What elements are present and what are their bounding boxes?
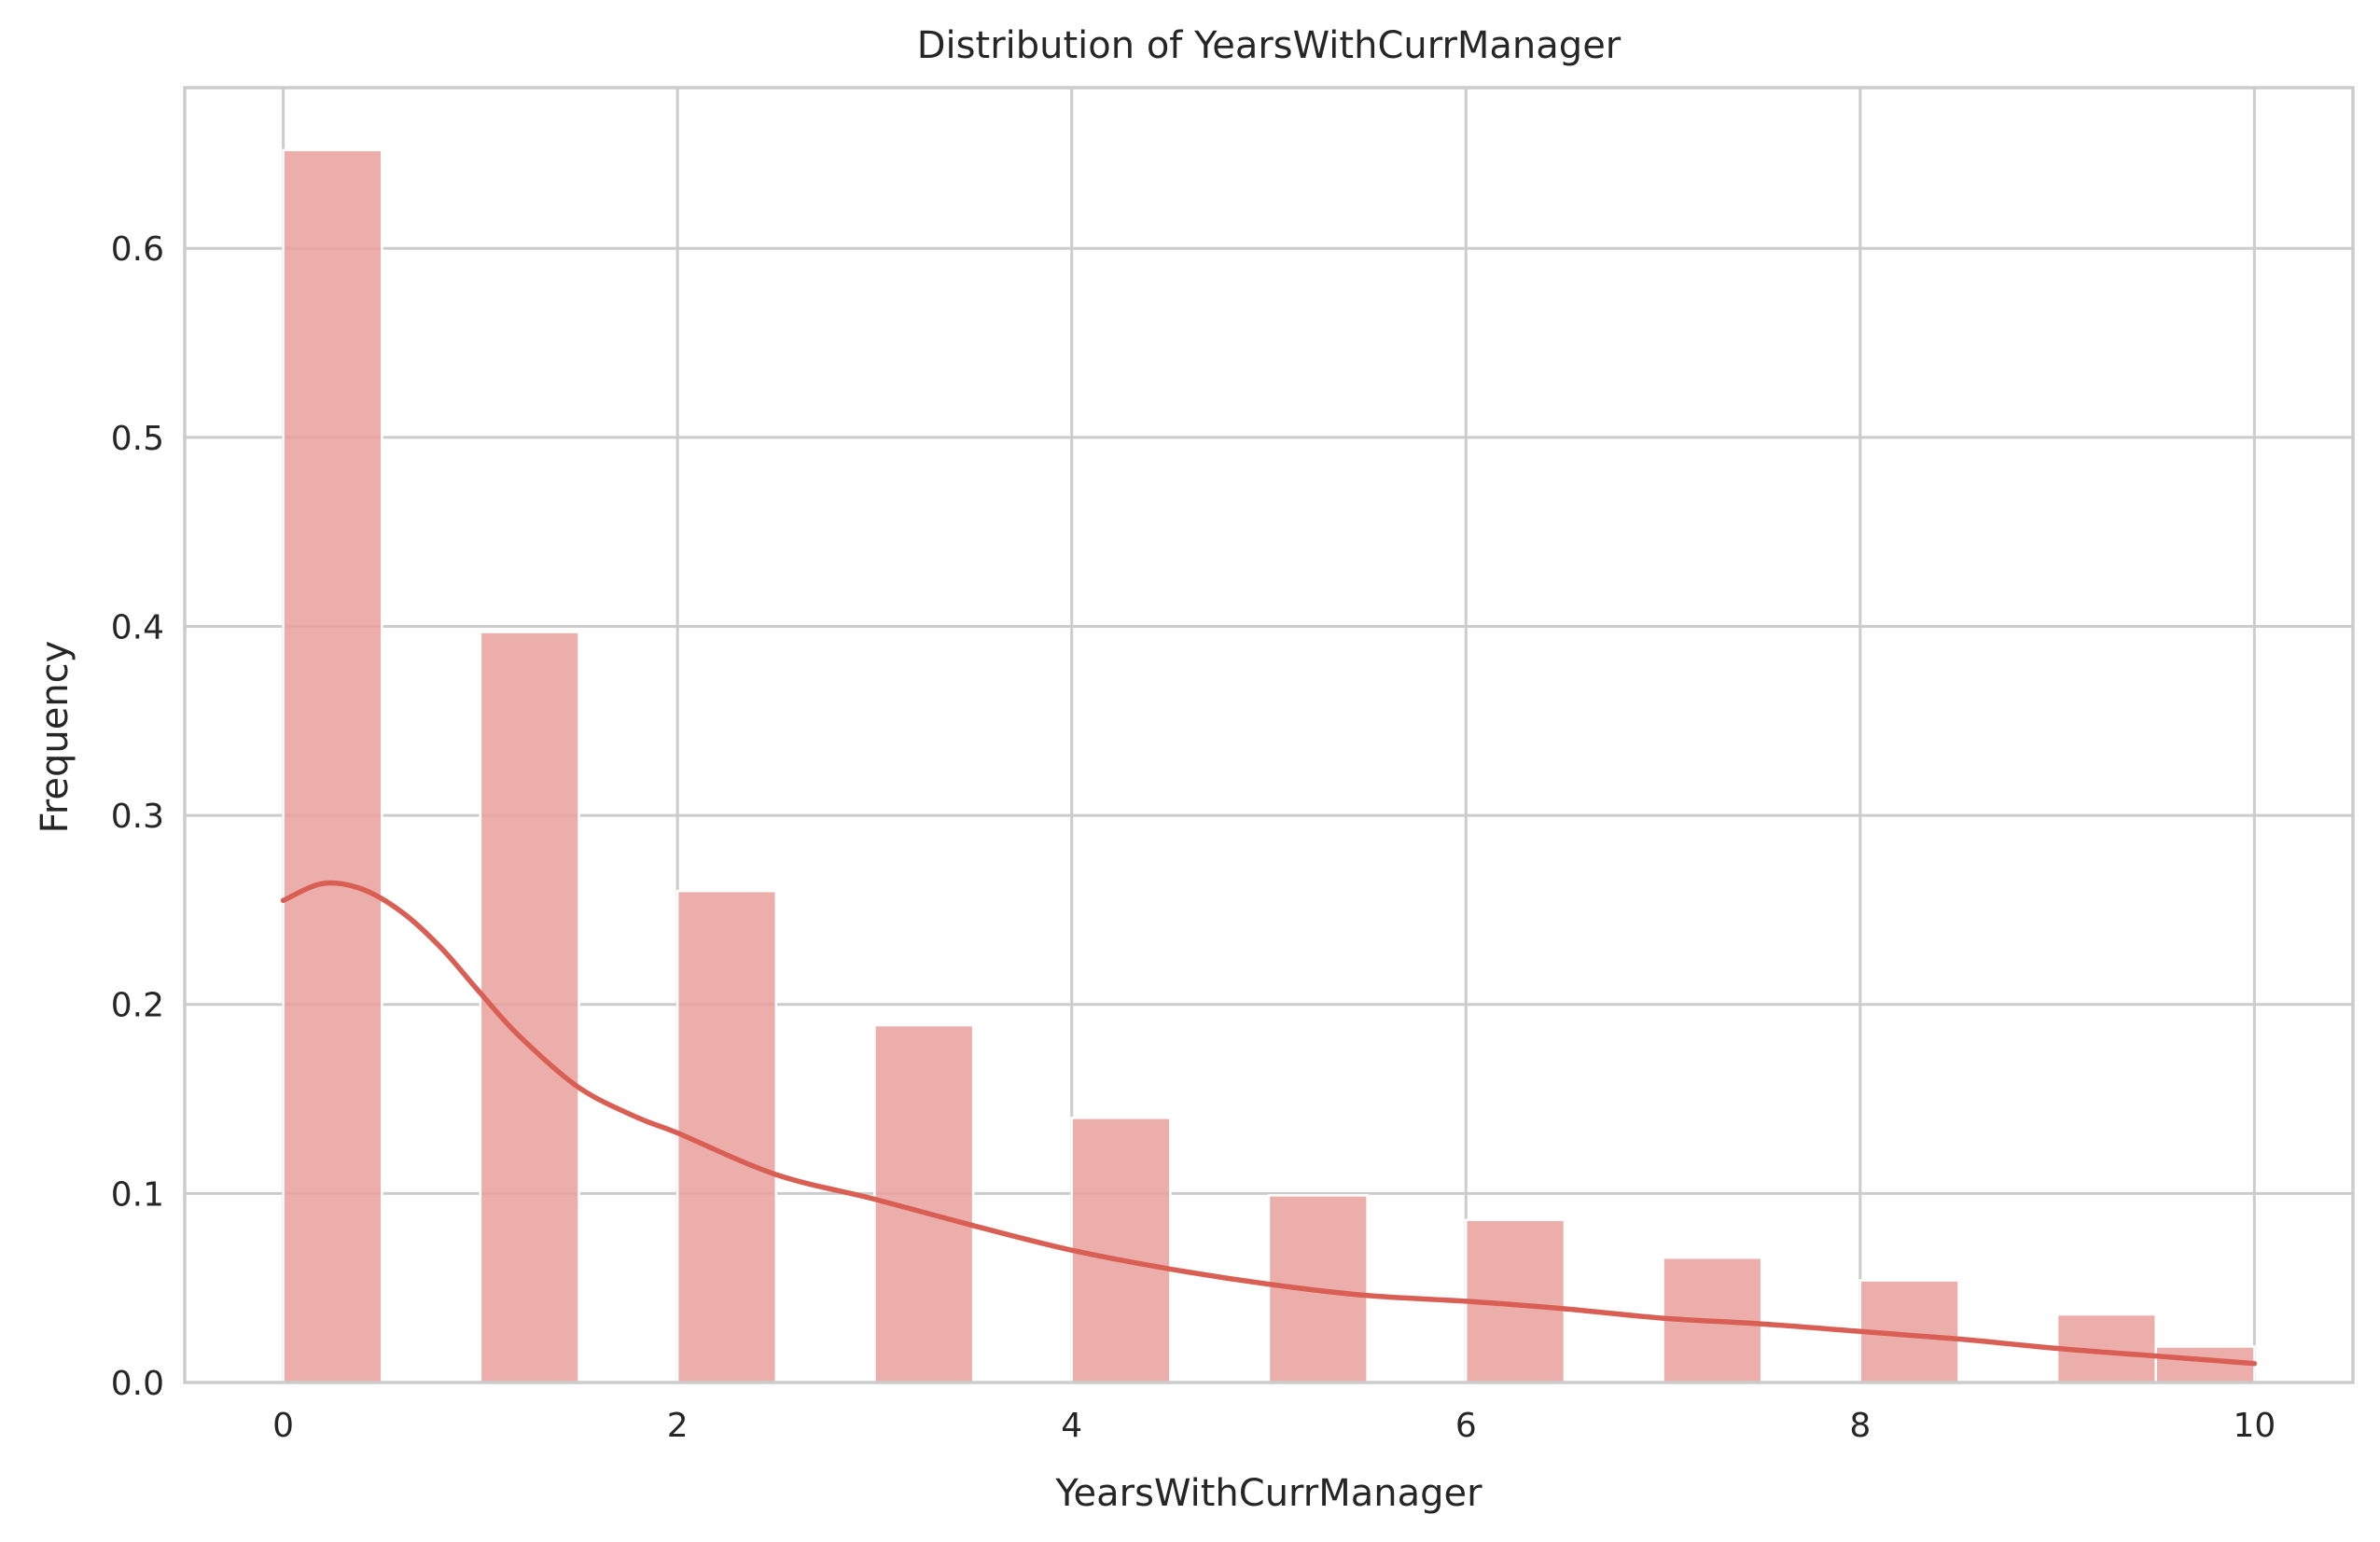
x-tick-label: 6 xyxy=(1455,1407,1477,1445)
x-tick-label: 2 xyxy=(667,1407,689,1445)
kde-curve-layer xyxy=(280,880,2258,1367)
y-axis-label: Frequency xyxy=(34,641,77,834)
x-tick-label: 4 xyxy=(1061,1407,1082,1445)
x-tick-labels: 0 2 4 6 8 10 xyxy=(272,1407,2276,1445)
x-tick-label: 10 xyxy=(2233,1407,2276,1445)
y-tick-label: 0.4 xyxy=(111,608,164,646)
y-tick-label: 0.2 xyxy=(111,987,164,1025)
y-tick-label: 0.3 xyxy=(111,798,164,836)
y-tick-label: 0.6 xyxy=(111,230,164,269)
y-tick-label: 0.0 xyxy=(111,1365,164,1403)
x-tick-label: 8 xyxy=(1849,1407,1871,1445)
histogram-bar xyxy=(282,148,383,1384)
kde-curve xyxy=(280,880,2258,1367)
axes-frame xyxy=(183,86,2355,1384)
y-tick-label: 0.1 xyxy=(111,1175,164,1214)
histogram-bar xyxy=(1070,1117,1172,1384)
y-tick-labels: 0.0 0.1 0.2 0.3 0.4 0.5 0.6 xyxy=(111,230,164,1403)
chart-title: Distribution of YearsWithCurrManager xyxy=(917,24,1621,67)
x-tick-label: 0 xyxy=(272,1407,294,1445)
y-tick-label: 0.5 xyxy=(111,420,164,458)
histogram-bars xyxy=(282,148,2256,1384)
x-axis-label: YearsWithCurrManager xyxy=(1054,1472,1482,1515)
